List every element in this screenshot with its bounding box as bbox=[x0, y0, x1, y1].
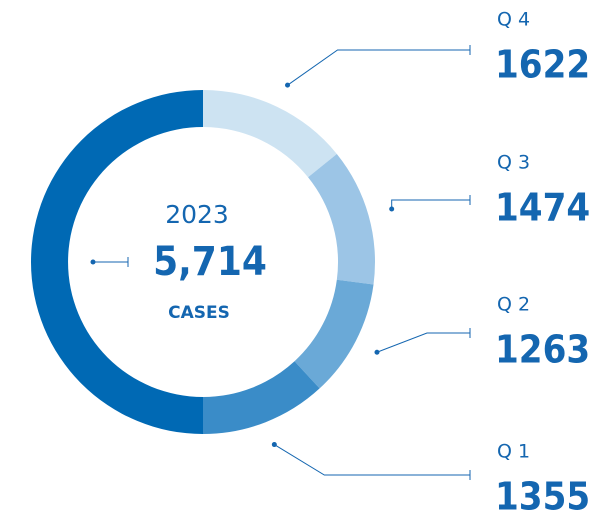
value-label: 1622 bbox=[495, 43, 590, 87]
leader-line bbox=[274, 444, 470, 476]
total-leader-dot bbox=[90, 259, 96, 265]
segment bbox=[294, 279, 374, 389]
leader-line bbox=[376, 332, 470, 353]
segment bbox=[203, 90, 337, 178]
leader-line bbox=[391, 199, 470, 210]
leader-dot bbox=[374, 349, 380, 355]
center-year: 2023 bbox=[165, 200, 229, 229]
category-label: Q 2 bbox=[497, 294, 530, 316]
segment bbox=[203, 361, 320, 434]
category-label: Q 3 bbox=[497, 152, 530, 174]
leader-dot bbox=[389, 206, 395, 212]
category-label: Q 1 bbox=[497, 441, 530, 463]
category-label: Q 4 bbox=[497, 9, 530, 31]
value-label: 1355 bbox=[495, 475, 590, 519]
value-label: 1263 bbox=[495, 328, 590, 372]
leader-line bbox=[287, 49, 470, 86]
segment bbox=[308, 153, 376, 285]
center-unit: CASES bbox=[168, 303, 230, 323]
leader-dot bbox=[271, 442, 277, 448]
total-arc bbox=[30, 90, 204, 434]
leader-dot bbox=[285, 82, 291, 88]
center-total: 5,714 bbox=[153, 239, 267, 285]
value-label: 1474 bbox=[495, 186, 590, 230]
